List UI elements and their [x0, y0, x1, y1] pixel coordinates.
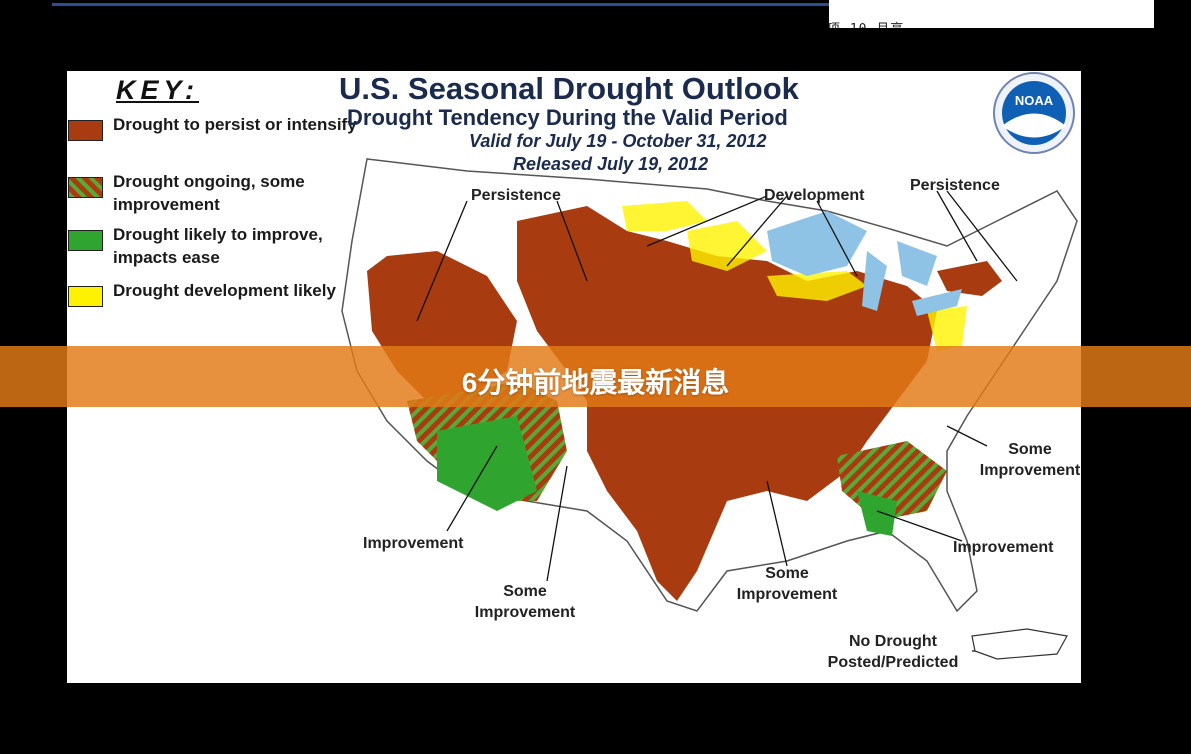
puerto-rico: [971, 628, 1068, 660]
label-some-improvement-sw: Some Improvement: [474, 583, 576, 621]
noaa-logo-text: NOAA: [1015, 93, 1054, 108]
great-lakes: [767, 211, 962, 316]
legend-label: Drought to persist or intensify: [113, 115, 357, 134]
label-improvement-east: Improvement: [953, 539, 1054, 556]
top-rule: [52, 3, 1084, 6]
label-persistence-east: Persistence: [910, 177, 1000, 194]
key-title: KEY:: [116, 75, 200, 105]
label-no-drought: No Drought Posted/Predicted: [827, 633, 959, 671]
label-some-improvement-gulf: Some Improvement: [736, 565, 838, 603]
top-text-panel: 项 10 月亮: [829, 0, 1154, 28]
map-graphic: NOAA: [341, 72, 1078, 660]
noaa-logo: NOAA: [993, 72, 1075, 154]
annotation-arrows: [416, 190, 1018, 652]
top-snippet-text: 项 10 月亮: [829, 18, 904, 28]
legend-label: Drought ongoing, some improvement: [113, 172, 305, 214]
legend-swatch-persist: [68, 120, 103, 141]
drought-development-areas: [622, 201, 967, 351]
legend-item-improve: Drought likely to improve, impacts ease: [68, 223, 368, 269]
legend-swatch-some-improvement: [68, 177, 103, 198]
legend-label: Drought development likely: [113, 281, 336, 300]
drought-outlook-map: NOAA KEY: Drought to persist or intensif…: [67, 71, 1081, 683]
label-persistence-west: Persistence: [471, 187, 561, 204]
label-improvement-west: Improvement: [363, 535, 464, 552]
legend-swatch-development: [68, 286, 103, 307]
label-development: Development: [764, 187, 865, 204]
legend-label: Drought likely to improve, impacts ease: [113, 225, 323, 267]
news-banner[interactable]: 6分钟前地震最新消息: [0, 346, 1191, 407]
legend-item-persist: Drought to persist or intensify: [68, 113, 368, 159]
legend-item-some-improvement: Drought ongoing, some improvement: [68, 170, 368, 216]
valid-period: Valid for July 19 - October 31, 2012: [469, 131, 767, 151]
banner-text: 6分钟前地震最新消息: [461, 367, 730, 398]
label-some-improvement-east: Some Improvement: [979, 441, 1081, 479]
map-subtitle: Drought Tendency During the Valid Period: [347, 105, 788, 130]
legend-item-development: Drought development likely: [68, 279, 368, 325]
legend-swatch-improve: [68, 230, 103, 251]
map-title: U.S. Seasonal Drought Outlook: [339, 71, 799, 106]
release-date: Released July 19, 2012: [513, 154, 709, 174]
